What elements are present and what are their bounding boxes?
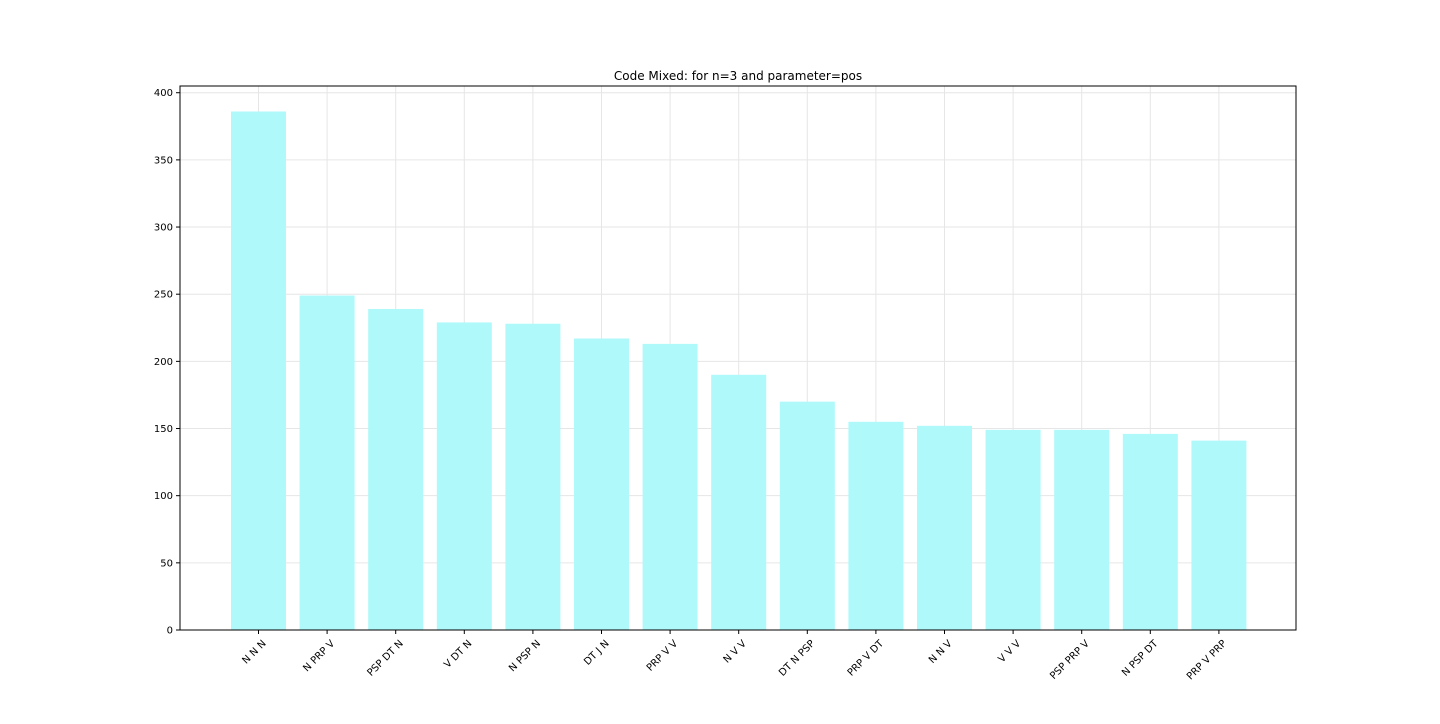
y-tick-label: 400: [154, 88, 173, 99]
bar: [231, 111, 286, 630]
bar: [779, 401, 835, 630]
y-tick-label: 300: [154, 223, 173, 234]
bars-layer: [231, 111, 1247, 630]
y-tick-label: 100: [154, 491, 173, 502]
y-tick-label: 350: [154, 155, 173, 166]
bar: [505, 323, 561, 630]
bar: [574, 338, 629, 630]
x-tick-label: N PSP N: [507, 638, 543, 674]
bar: [917, 425, 972, 630]
bar: [299, 295, 355, 630]
y-tick-label: 250: [154, 290, 173, 301]
x-tick-label: N N N: [240, 638, 268, 666]
x-tick-label: N PSP DT: [1120, 638, 1161, 679]
bar: [985, 429, 1041, 630]
x-tick-label: DT N PSP: [777, 638, 817, 678]
x-tick-label: PRP V PRP: [1185, 638, 1229, 682]
bar: [1054, 429, 1110, 630]
x-tick-label: N V V: [722, 638, 749, 665]
x-tick-label: V V V: [996, 638, 1023, 665]
bar: [436, 322, 492, 630]
x-tick-label: PRP V V: [645, 638, 681, 674]
x-tick-label: PSP DT N: [365, 638, 405, 678]
y-tick-label: 0: [167, 626, 173, 637]
y-tick-label: 50: [160, 558, 173, 569]
bar: [711, 374, 767, 630]
x-tick-label: DT J N: [582, 638, 611, 667]
y-tick-label: 200: [154, 357, 173, 368]
bar: [368, 308, 424, 630]
plot-frame: [179, 85, 1297, 631]
bar: [1122, 433, 1178, 630]
x-tick-label: N PRP V: [301, 638, 337, 674]
chart-title: Code Mixed: for n=3 and parameter=pos: [614, 69, 862, 83]
bar: [1191, 440, 1247, 630]
bar: [642, 343, 698, 630]
axes-layer: [179, 85, 1297, 631]
x-tick-label: PRP V DT: [846, 638, 887, 679]
x-tick-label: N N V: [927, 638, 955, 666]
x-tick-label: PSP PRP V: [1048, 638, 1092, 682]
x-tick-label: V DT N: [442, 638, 474, 670]
y-tick-label: 150: [154, 424, 173, 435]
bar: [848, 421, 904, 630]
